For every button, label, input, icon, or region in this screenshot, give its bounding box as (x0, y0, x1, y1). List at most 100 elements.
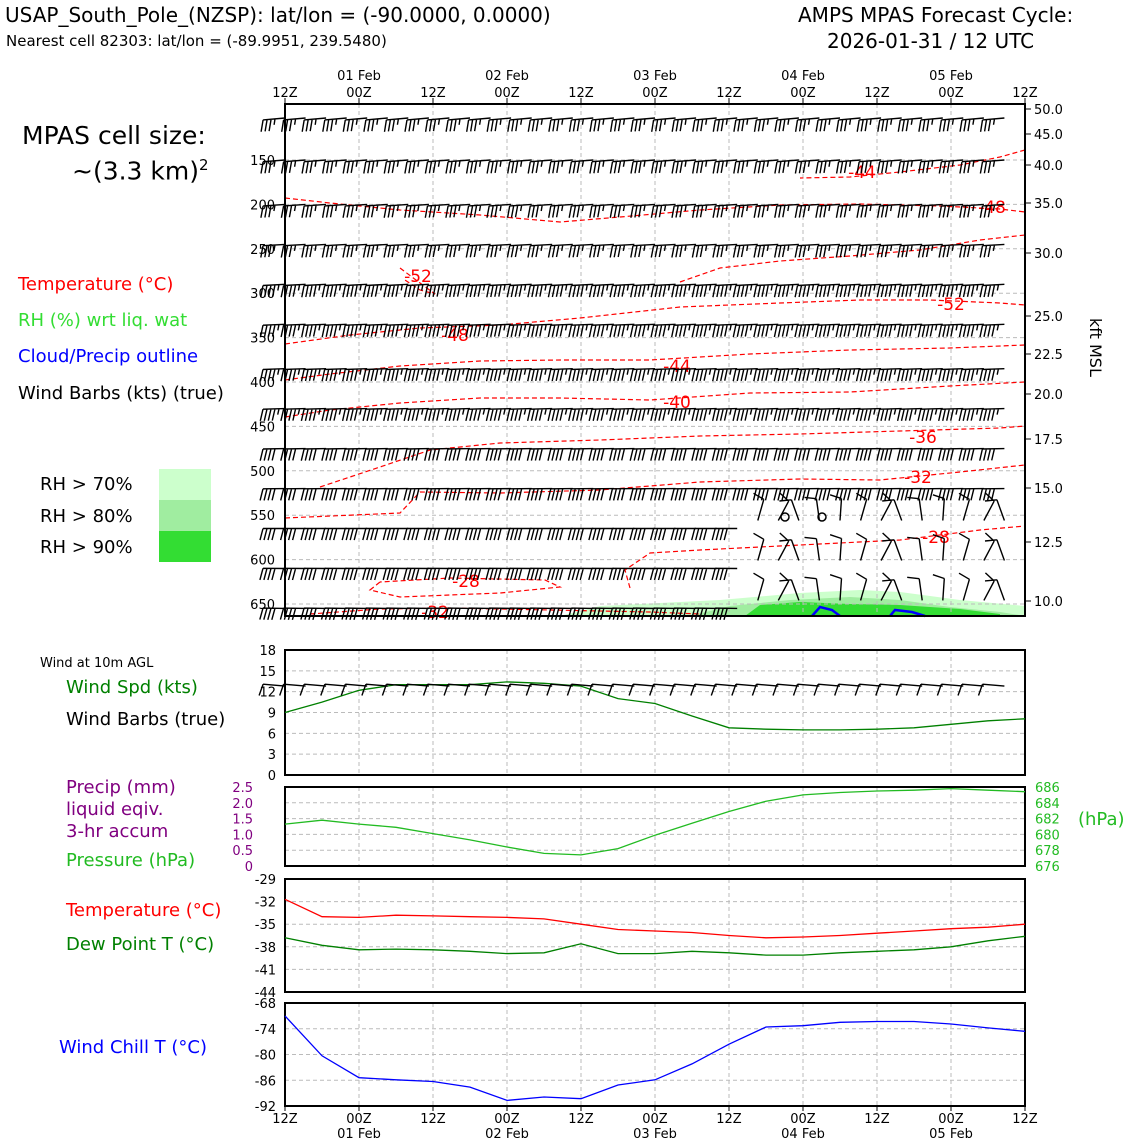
wind-barb (608, 487, 635, 501)
wind-barb (670, 607, 697, 620)
wind-barb (568, 203, 594, 218)
wind-barb (547, 368, 573, 382)
wind-barb (712, 117, 738, 132)
wind-barb (876, 323, 902, 338)
top-time-tick-label: 12Z (864, 86, 890, 101)
wind-barb (917, 368, 943, 382)
pressure-tick-label: 600 (250, 554, 275, 569)
kft-tick-label: 22.5 (1034, 348, 1063, 363)
top-time-tick-label: 12Z (716, 86, 742, 101)
wind-barb (445, 283, 471, 298)
wind-barb (712, 368, 738, 382)
wind-barb (829, 494, 843, 521)
wind-barb (751, 683, 779, 696)
station-title: USAP_South_Pole_(NZSP): lat/lon = (-90.0… (5, 3, 551, 27)
wind-barb (301, 203, 327, 218)
wind-barb (485, 368, 512, 382)
wind-barb (773, 447, 799, 461)
wind-barb (404, 117, 429, 132)
wind-barb (486, 243, 512, 258)
wind-barb (804, 576, 821, 601)
wind-barb (609, 368, 635, 382)
wind-barb (403, 567, 429, 581)
wind-barb (568, 323, 594, 338)
wind-barb (341, 407, 368, 422)
precip-tick-label: 1.0 (232, 828, 253, 843)
bottom-date-label: 05 Feb (929, 1127, 973, 1140)
wind-barb (978, 487, 1005, 501)
wind-barb (835, 447, 861, 461)
wind-barb (979, 117, 1005, 132)
wind-barb (526, 567, 553, 581)
wind-barb (918, 203, 943, 218)
wind-barb (958, 572, 971, 601)
precip-tick-label: 0.5 (232, 844, 253, 859)
wind-barb (588, 447, 614, 461)
wind-barb (629, 527, 655, 541)
bottom-time-tick-label: 12Z (716, 1112, 742, 1127)
wind-barb (629, 323, 656, 338)
pressure-tick-label: 450 (250, 420, 275, 435)
wind-barb (445, 203, 471, 218)
temperature-contour-label: -52 (937, 295, 965, 315)
wind-barb (814, 487, 841, 501)
wind-barb (568, 283, 594, 298)
wind-barb (588, 323, 614, 338)
wind-barb (932, 534, 945, 561)
wind-barb (777, 532, 790, 561)
kft-tick-label: 40.0 (1034, 159, 1063, 174)
bottom-date-label: 04 Feb (781, 1127, 825, 1140)
wind-barb (300, 567, 327, 581)
wind-barb (484, 683, 512, 696)
wind-barb (649, 607, 676, 620)
wind-barb (260, 203, 286, 218)
wind-barb (794, 407, 820, 422)
wind-barb (835, 487, 861, 501)
wind-barb (404, 243, 429, 258)
wind-barb (361, 607, 388, 620)
wind-barb (260, 243, 286, 258)
wind-barb (732, 368, 758, 382)
cycle-title: AMPS MPAS Forecast Cycle: (798, 3, 1074, 27)
wind-barb (422, 683, 450, 696)
wind-barb (342, 159, 368, 174)
wind-barb (916, 683, 943, 696)
precip-tick-label: 2.5 (232, 781, 253, 796)
precip-label-2: liquid eqiv. (66, 799, 164, 820)
temperature-contour (799, 149, 1026, 179)
wind-barb (280, 283, 306, 298)
wind-barb (877, 117, 902, 132)
wind-barb (794, 368, 820, 382)
wind-barb (650, 368, 676, 382)
wind-barb (691, 323, 717, 338)
wind-barb (649, 527, 676, 541)
wind-barb (547, 527, 573, 541)
wind-barb (465, 368, 491, 382)
wind-barb (670, 407, 697, 422)
wind-barb (835, 203, 861, 218)
wind-barb (444, 527, 470, 541)
wind-barb (877, 159, 902, 174)
wind-barb (443, 683, 471, 696)
wind-barb (752, 447, 779, 461)
wind-barb (671, 159, 697, 174)
wind-barb (691, 447, 717, 461)
wind-barb (876, 203, 902, 218)
wind-barb (773, 323, 799, 338)
wind-barb (588, 407, 614, 422)
pressure-tick-label: 500 (250, 465, 275, 480)
wind10m-tick-label: 6 (268, 727, 276, 742)
wind-barb (753, 492, 765, 521)
temperature-panel-tick-label: -41 (255, 963, 276, 978)
wind-barb (362, 243, 388, 258)
wind-barb (465, 407, 491, 422)
pressure-right-tick-label: 682 (1035, 813, 1060, 828)
wind-barb (259, 368, 286, 382)
wind-barb (628, 683, 656, 696)
wind-barb (670, 487, 697, 501)
cloud-outline (811, 605, 841, 617)
wind-barb (779, 579, 800, 601)
wind-barb (527, 368, 553, 382)
wind-barb (609, 283, 635, 298)
kft-tick-label: 12.5 (1034, 536, 1063, 551)
